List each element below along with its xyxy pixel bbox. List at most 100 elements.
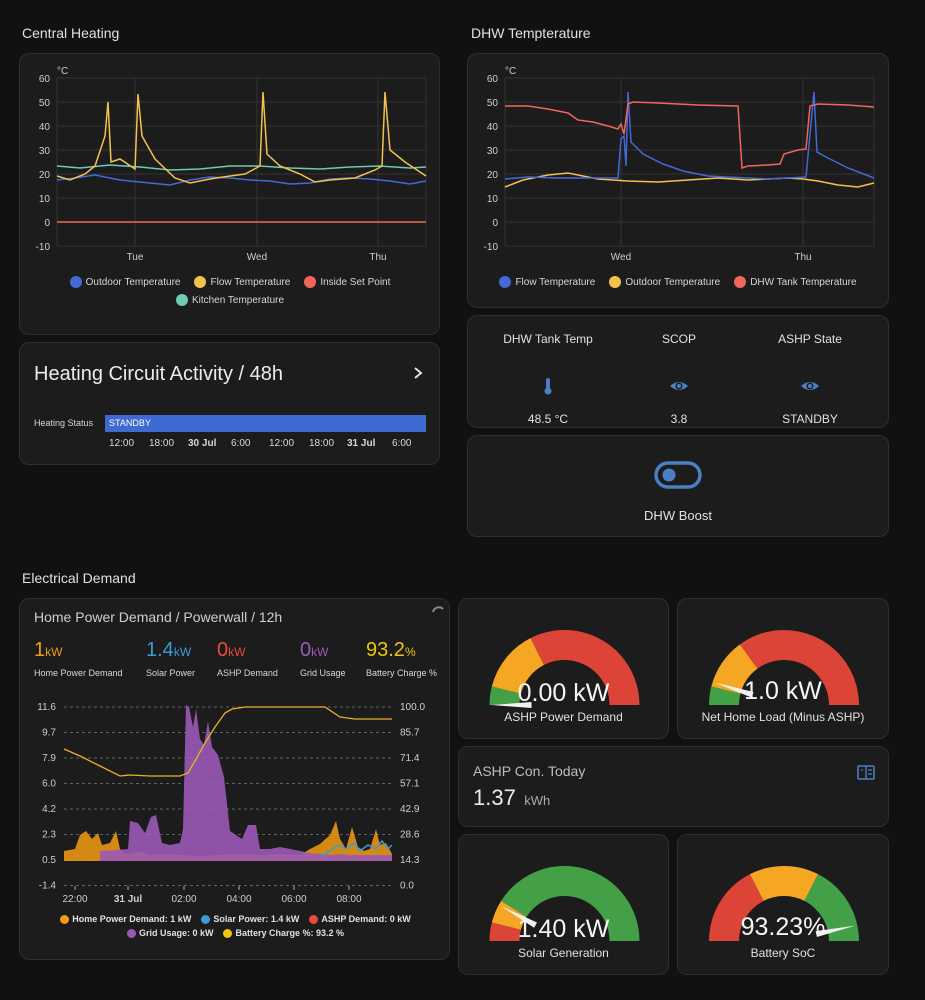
legend-dot: [60, 914, 70, 924]
pw-stat-unit: kW: [173, 645, 192, 659]
pw-stat-ashp[interactable]: 0kW ASHP Demand: [217, 639, 278, 678]
gauge-card-ashp[interactable]: 0.00 kW ASHP Power Demand: [458, 598, 669, 739]
ashp-con-title: ASHP Con. Today: [473, 763, 586, 779]
dhw-boost-card[interactable]: DHW Boost: [467, 435, 889, 537]
pw-stat-num: 93.2: [366, 639, 405, 661]
legend-dot: [194, 276, 207, 288]
y-left-tick: 0.5: [42, 855, 56, 866]
x-tick-label: 22:00: [62, 894, 87, 905]
stat-value: STANDBY: [782, 412, 838, 426]
x-tick-label: 06:00: [281, 894, 306, 905]
gauge-band: [749, 866, 819, 901]
pw-legend-item[interactable]: Battery Charge %: 93.2 %: [223, 928, 344, 938]
gauge-band: [489, 686, 521, 705]
legend-dot: [304, 276, 317, 288]
toggle-switch-icon[interactable]: [654, 461, 702, 489]
powerwall-title: Home Power Demand / Powerwall / 12h: [34, 609, 283, 625]
gauge-band: [530, 630, 640, 705]
ch-legend-item[interactable]: Inside Set Point: [304, 276, 390, 288]
pw-solar-line: [319, 839, 393, 858]
legend-label: Solar Power: 1.4 kW: [213, 914, 300, 924]
legend-dot: [609, 276, 622, 288]
legend-dot: [223, 928, 233, 938]
y-tick-label: 50: [39, 98, 51, 109]
y-tick-label: 0: [492, 218, 498, 229]
gauge-label: ASHP Power Demand: [504, 710, 623, 724]
gauge-needle: [714, 682, 754, 698]
y-tick-label: 0: [44, 218, 50, 229]
pw-stat-grid[interactable]: 0kW Grid Usage: [300, 639, 346, 678]
pw-stat-label: ASHP Demand: [217, 668, 278, 678]
ch-unit: °C: [57, 66, 68, 77]
pw-legend-item[interactable]: Solar Power: 1.4 kW: [201, 914, 299, 924]
gauge-value: 93.23%: [740, 913, 826, 941]
ch-kitchen-line: [56, 164, 427, 171]
gauge-band: [804, 874, 859, 941]
dhw-title: DHW Tempterature: [471, 25, 591, 41]
legend-dot: [499, 276, 512, 288]
ch-outdoor-line: [56, 174, 427, 186]
stat-title: DHW Tank Temp: [503, 332, 593, 346]
y-left-tick: 11.6: [37, 702, 56, 713]
y-right-tick: 71.4: [400, 753, 420, 764]
ch-legend-item[interactable]: Kitchen Temperature: [175, 294, 284, 306]
gauge-card-solar[interactable]: 1.40 kW Solar Generation: [458, 834, 669, 975]
soc-gauge: [709, 866, 859, 941]
x-tick-label: Thu: [794, 252, 811, 263]
stat-title: ASHP State: [778, 332, 842, 346]
ch-legend-item[interactable]: Outdoor Temperature: [69, 276, 180, 288]
legend-dot: [126, 928, 136, 938]
gauge-card-net-load[interactable]: 1.0 kW Net Home Load (Minus ASHP): [677, 598, 889, 739]
gauge-card-soc[interactable]: 93.23% Battery SoC: [677, 834, 889, 975]
legend-dot: [734, 276, 747, 288]
ashp-con-value-wrap: 1.37 kWh: [473, 785, 550, 811]
loading-spinner-icon: [430, 603, 446, 619]
stat-scop[interactable]: SCOP 3.8: [609, 332, 749, 426]
dhw-chart: °C 60 50 40 30 20 10 0 -10 Wed Thu: [484, 66, 875, 263]
gauge-value: 1.40 kW: [517, 915, 610, 943]
dhw-outdoor-line: [504, 172, 875, 188]
pw-battery-line: [63, 706, 392, 777]
net-load-gauge: [709, 630, 859, 705]
activity-time: 6:00: [392, 438, 412, 449]
x-tick-label: Wed: [247, 252, 267, 263]
stat-value: 48.5 °C: [527, 412, 569, 426]
pw-stat-battery[interactable]: 93.2% Battery Charge %: [366, 639, 437, 678]
pw-stat-unit: %: [404, 645, 416, 659]
powerwall-chart: 11.6 9.7 7.9 6.0 4.2 2.3 0.5 -1.4 100.0 85.7 71.4…: [37, 702, 425, 905]
ch-flow-line: [56, 91, 427, 184]
gauge-label: Solar Generation: [518, 946, 609, 960]
pw-stat-num: 1: [34, 639, 46, 661]
ch-legend-item[interactable]: Flow Temperature: [194, 276, 290, 288]
x-tick-label: 08:00: [336, 894, 361, 905]
gauge-value: 1.0 kW: [744, 677, 822, 705]
chevron-right-icon[interactable]: [410, 365, 426, 381]
pw-legend-item[interactable]: ASHP Demand: 0 kW: [309, 914, 411, 924]
y-tick-label: 50: [487, 98, 499, 109]
y-tick-label: 20: [487, 170, 499, 181]
ashp-con-card[interactable]: ASHP Con. Today 1.37 kWh: [458, 746, 889, 827]
y-tick-label: 40: [39, 122, 51, 133]
pw-legend-item[interactable]: Home Power Demand: 1 kW: [60, 914, 191, 924]
pw-grid-area: [100, 705, 392, 861]
pw-stat-solar[interactable]: 1.4kW Solar Power: [146, 639, 195, 678]
pw-legend-item[interactable]: Grid Usage: 0 kW: [126, 928, 213, 938]
heating-activity-card[interactable]: Heating Circuit Activity / 48h Heating S…: [19, 342, 440, 465]
y-tick-label: 30: [487, 146, 499, 157]
central-heating-chart: °C 60 50 40 30 20 10 0 -10 Tue Wed Thu: [36, 66, 427, 263]
stat-dhw-tank-temp[interactable]: DHW Tank Temp 48.5 °C: [478, 332, 618, 426]
activity-time: 12:00: [109, 438, 135, 449]
activity-status-bar[interactable]: STANDBY: [105, 415, 426, 432]
activity-time: 6:00: [231, 438, 251, 449]
dhw-legend-item[interactable]: Outdoor Temperature: [609, 276, 720, 288]
x-tick-label: 31 Jul: [114, 894, 143, 905]
pw-stat-home[interactable]: 1kW Home Power Demand: [34, 639, 123, 678]
legend-label: ASHP Demand: 0 kW: [321, 914, 411, 924]
pw-stat-unit: kW: [228, 645, 246, 659]
gauge-needle: [500, 905, 538, 928]
stat-ashp-state[interactable]: ASHP State STANDBY: [740, 332, 880, 426]
legend-label: Battery Charge %: 93.2 %: [235, 928, 345, 938]
activity-row-label: Heating Status: [34, 418, 94, 428]
dhw-legend-item[interactable]: Flow Temperature: [499, 276, 595, 288]
dhw-legend-item[interactable]: DHW Tank Temperature: [734, 276, 857, 288]
